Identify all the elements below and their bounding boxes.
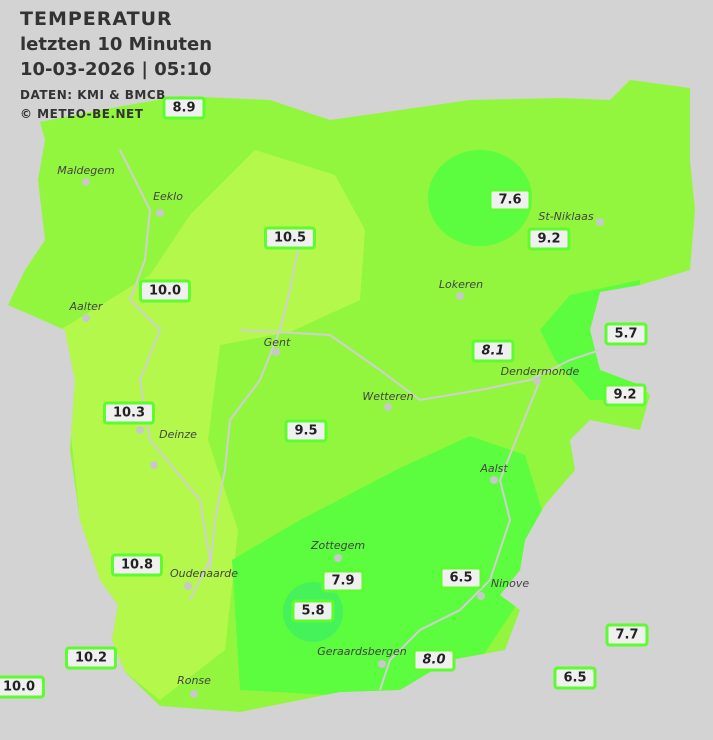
city-label: Gent xyxy=(263,336,291,349)
city-label: Deinze xyxy=(159,428,197,441)
city-dot xyxy=(378,660,386,668)
city-dot xyxy=(490,476,498,484)
city-label: Lokeren xyxy=(438,278,484,291)
station-label[interactable]: 6.5 xyxy=(439,566,483,590)
zone-cool-north xyxy=(428,150,532,246)
city-dot xyxy=(82,178,90,186)
map-datetime: 10-03-2026 | 05:10 xyxy=(20,59,212,80)
city-dot xyxy=(156,209,164,217)
city-label: Ninove xyxy=(490,577,530,590)
station-label[interactable]: 8.0 xyxy=(412,648,456,672)
city-dot xyxy=(190,690,198,698)
data-source: DATEN: KMI & BMCB xyxy=(20,88,166,102)
city-label: Oudenaarde xyxy=(169,567,239,580)
rivers xyxy=(119,149,601,691)
station-label[interactable]: 7.6 xyxy=(488,188,532,212)
city-dot xyxy=(596,218,604,226)
station-label[interactable]: 10.2 xyxy=(64,646,118,670)
city-dot xyxy=(334,554,342,562)
copyright: © METEO-BE.NET xyxy=(20,107,144,121)
city-dot xyxy=(272,348,280,356)
city-label: Aalter xyxy=(69,300,103,313)
city-label: Eeklo xyxy=(153,190,183,203)
map-title: TEMPERATUR xyxy=(20,8,173,30)
station-label[interactable]: 10.0 xyxy=(0,675,46,699)
city-dot xyxy=(150,461,158,469)
city-label: Zottegem xyxy=(310,539,366,552)
city-dot xyxy=(82,314,90,322)
city-dot xyxy=(184,582,192,590)
city-label: Ronse xyxy=(177,674,211,687)
station-label[interactable]: 10.5 xyxy=(263,226,317,250)
city-label: Maldegem xyxy=(57,164,115,177)
city-label: Dendermonde xyxy=(500,365,580,378)
city-dot xyxy=(456,292,464,300)
map-subtitle: letzten 10 Minuten xyxy=(20,34,213,55)
station-label[interactable]: 10.3 xyxy=(102,401,156,425)
station-label[interactable]: 5.8 xyxy=(291,599,335,623)
station-label[interactable]: 8.9 xyxy=(162,96,206,120)
city-dot xyxy=(477,592,485,600)
station-label[interactable]: 10.0 xyxy=(138,279,192,303)
station-label[interactable]: 5.7 xyxy=(604,322,648,346)
city-dot xyxy=(533,377,541,385)
city-label: Geraardsbergen xyxy=(317,645,407,658)
station-label[interactable]: 7.9 xyxy=(321,569,365,593)
city-label: Wetteren xyxy=(362,390,414,403)
station-label[interactable]: 8.1 xyxy=(471,339,515,363)
station-label[interactable]: 9.2 xyxy=(527,227,571,251)
station-label[interactable]: 9.2 xyxy=(603,383,647,407)
station-label[interactable]: 9.5 xyxy=(284,419,328,443)
station-label[interactable]: 10.8 xyxy=(110,553,164,577)
city-label: St-Niklaas xyxy=(538,210,594,223)
city-dot xyxy=(384,403,392,411)
city-label: Aalst xyxy=(480,462,508,475)
station-label[interactable]: 7.7 xyxy=(605,623,649,647)
city-dot xyxy=(136,426,144,434)
station-label[interactable]: 6.5 xyxy=(553,666,597,690)
